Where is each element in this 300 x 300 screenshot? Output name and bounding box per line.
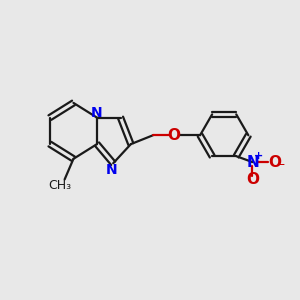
- Text: O: O: [168, 128, 181, 143]
- Text: N: N: [91, 106, 103, 120]
- Text: ⁻: ⁻: [277, 160, 285, 174]
- Text: +: +: [254, 151, 264, 161]
- Text: CH₃: CH₃: [49, 179, 72, 192]
- Text: N: N: [106, 163, 118, 177]
- Text: O: O: [268, 154, 281, 169]
- Text: O: O: [246, 172, 259, 187]
- Text: N: N: [247, 154, 260, 169]
